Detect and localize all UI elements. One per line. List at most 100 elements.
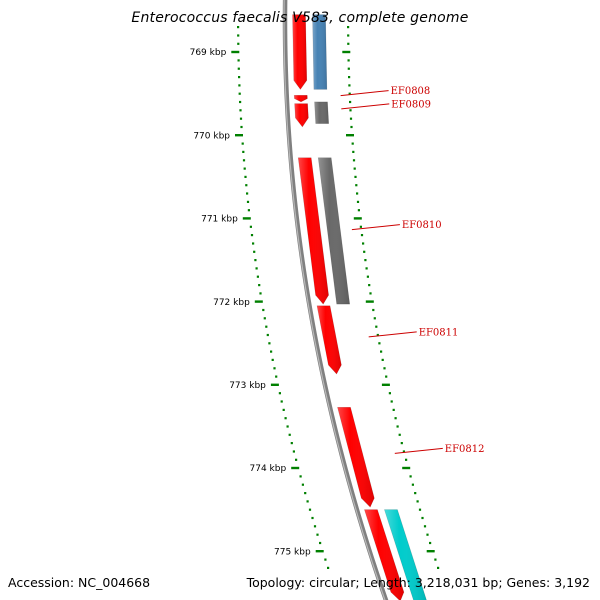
gene-feature-shading	[364, 509, 404, 600]
tick-minor-inner	[255, 267, 258, 270]
gene-label-connector	[368, 331, 417, 338]
tick-minor-inner	[237, 59, 240, 62]
tick-minor-inner	[252, 242, 255, 245]
tick-label: 770 kbp	[193, 131, 230, 141]
tick-minor-inner	[239, 109, 242, 112]
tick-minor-inner	[259, 292, 262, 295]
tick-minor-inner	[238, 92, 241, 95]
tick-minor-inner	[265, 325, 268, 328]
tick-minor-outer	[364, 259, 367, 262]
tick-minor-inner	[237, 67, 240, 70]
tick-minor-outer	[414, 492, 417, 495]
tick-major-outer	[346, 134, 354, 137]
gene-label: EF0809	[391, 99, 431, 110]
tick-label: 775 kbp	[274, 547, 311, 557]
tick-minor-outer	[347, 59, 350, 62]
tick-minor-outer	[400, 442, 403, 445]
tick-major-outer	[402, 466, 411, 470]
tick-minor-inner	[282, 408, 285, 411]
accession-info: Accession: NC_004668	[8, 575, 150, 590]
tick-minor-inner	[247, 209, 250, 212]
gene-feature-shading	[317, 305, 342, 374]
tick-minor-inner	[284, 417, 287, 420]
tick-major-inner	[270, 383, 279, 386]
tick-minor-inner	[304, 492, 307, 495]
tick-minor-inner	[242, 150, 245, 153]
tick-minor-inner	[288, 433, 291, 436]
gene-label-connector	[351, 224, 400, 231]
tick-minor-inner	[249, 225, 252, 228]
tick-minor-outer	[349, 109, 352, 112]
tick-minor-inner	[301, 483, 304, 486]
tick-minor-outer	[347, 34, 350, 37]
tick-minor-outer	[355, 184, 358, 187]
tick-minor-outer	[373, 317, 376, 320]
tick-minor-outer	[437, 566, 440, 569]
gene-feature-shading	[294, 103, 309, 127]
gene-feature-shading	[312, 14, 327, 90]
tick-minor-outer	[349, 100, 352, 104]
tick-minor-inner	[319, 541, 322, 545]
genes-value: 3,192	[554, 575, 590, 590]
tick-major-outer	[381, 383, 390, 386]
tick-minor-outer	[375, 325, 378, 328]
tick-minor-outer	[429, 541, 432, 545]
tick-minor-inner	[258, 284, 261, 287]
tick-minor-outer	[347, 42, 350, 45]
tick-minor-inner	[246, 192, 249, 195]
gene-label-layer: EF0808 EF0809 EF0810 EF0811 EF0812	[340, 86, 484, 455]
tick-minor-inner	[254, 259, 257, 262]
tick-major-outer	[342, 50, 351, 54]
gene-feature-shading	[292, 14, 307, 90]
tick-minor-outer	[426, 533, 429, 536]
tick-minor-inner	[290, 442, 293, 445]
gene-label-connector	[394, 447, 443, 454]
gene-label: EF0811	[419, 327, 459, 338]
tick-minor-outer	[366, 275, 369, 278]
tick-minor-outer	[372, 308, 375, 312]
tick-major-outer	[353, 217, 362, 220]
tick-minor-inner	[286, 425, 289, 428]
tick-minor-inner	[280, 400, 283, 403]
gene-layer	[292, 14, 427, 600]
tick-major-outer	[365, 300, 374, 303]
tick-minor-inner	[295, 458, 298, 461]
tick-minor-inner	[239, 117, 243, 120]
tick-minor-inner	[237, 34, 240, 37]
tick-minor-outer	[356, 192, 359, 195]
tick-minor-inner	[311, 516, 314, 520]
tick-minor-outer	[416, 500, 419, 503]
tick-minor-inner	[327, 566, 330, 569]
gene-feature-shading	[314, 101, 329, 124]
tick-minor-outer	[362, 242, 365, 245]
tick-minor-inner	[256, 275, 259, 278]
tick-minor-outer	[423, 525, 427, 528]
tick-minor-inner	[324, 558, 327, 561]
backbone-ring	[282, 0, 389, 600]
gene-label-connector	[340, 90, 389, 97]
accession-value: NC_004668	[78, 575, 151, 590]
tick-minor-inner	[266, 333, 269, 337]
tick-minor-outer	[350, 125, 353, 129]
tick-minor-outer	[368, 284, 371, 287]
tick-minor-outer	[347, 26, 350, 29]
tick-minor-inner	[268, 342, 271, 345]
tick-layer: 769 kbp 770 kbp 771 kbp 772 kbp 773 kbp 774 k…	[190, 26, 440, 569]
genome-stats: Topology: circular; Length: 3,218,031 bp…	[246, 575, 590, 590]
tick-minor-outer	[359, 225, 362, 228]
tick-minor-outer	[357, 209, 360, 212]
tick-minor-outer	[360, 234, 364, 237]
tick-minor-inner	[245, 184, 248, 187]
tick-minor-outer	[353, 167, 356, 170]
tick-minor-inner	[243, 167, 246, 170]
tick-minor-outer	[369, 292, 372, 295]
tick-minor-outer	[381, 358, 384, 361]
tick-label: 771 kbp	[201, 215, 238, 225]
tick-minor-inner	[238, 76, 241, 79]
genome-title: Enterococcus faecalis V583, complete gen…	[131, 10, 469, 26]
tick-minor-outer	[421, 516, 424, 520]
tick-minor-inner	[253, 250, 256, 253]
tick-minor-inner	[244, 175, 247, 178]
genes-label: Genes:	[506, 575, 551, 590]
tick-minor-outer	[390, 400, 393, 403]
